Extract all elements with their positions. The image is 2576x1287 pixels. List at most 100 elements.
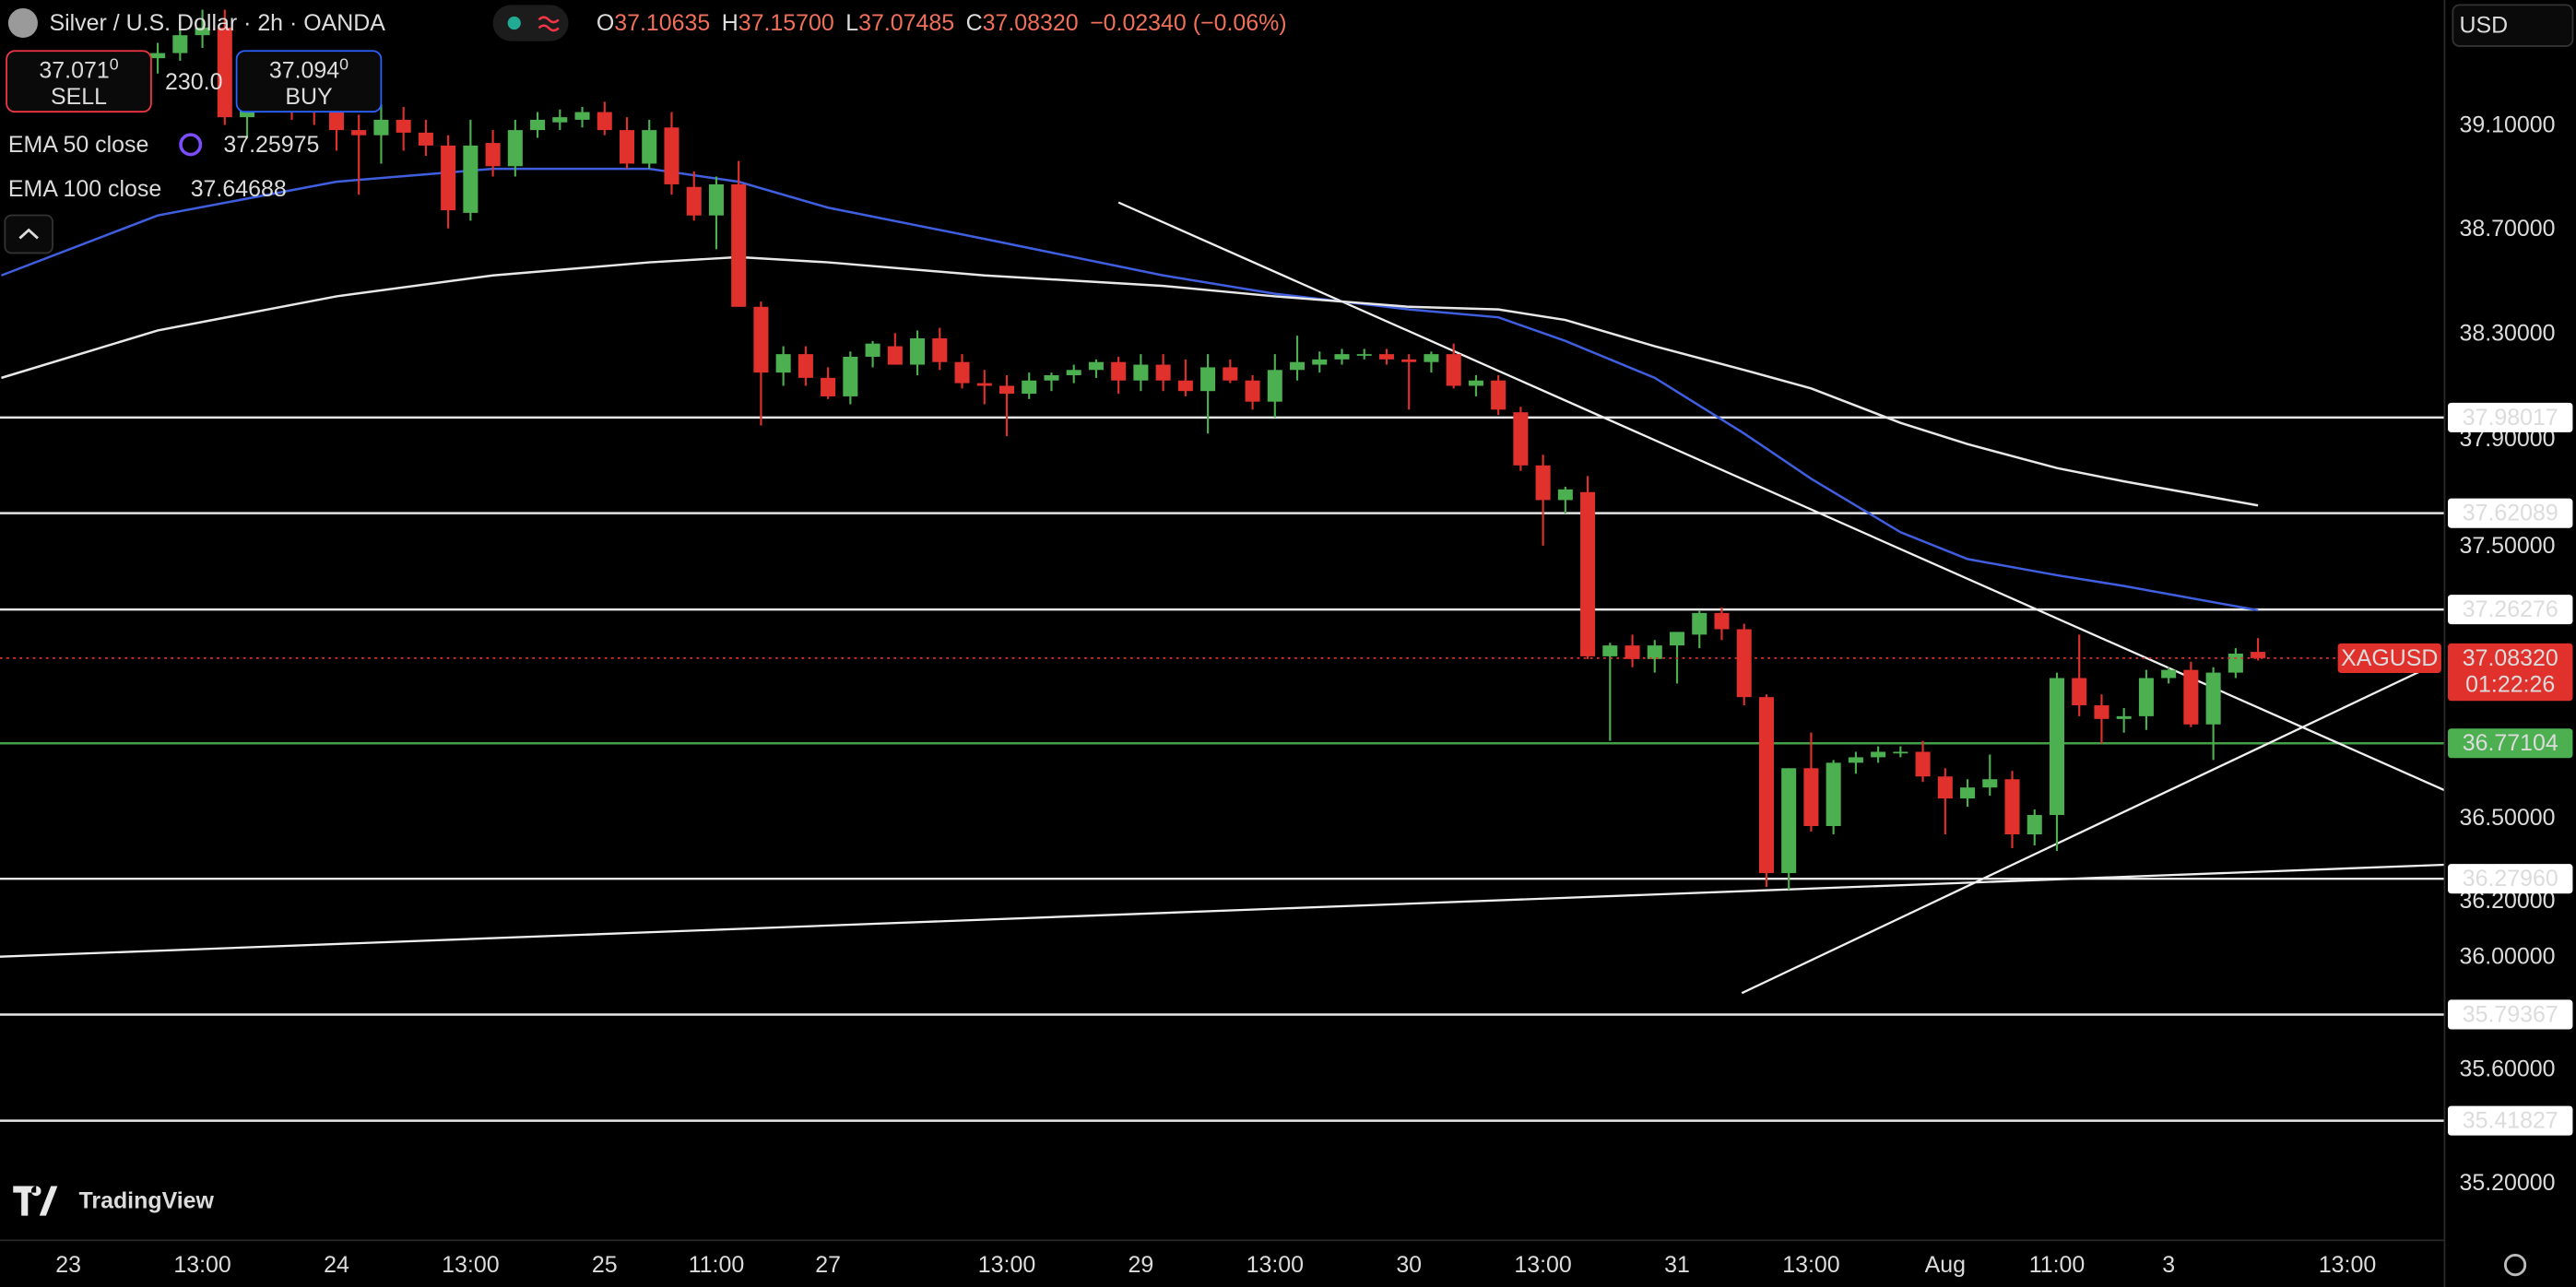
candle-body xyxy=(1982,779,1998,788)
candle-body xyxy=(1826,762,1841,827)
symbol-label: XAGUSD xyxy=(2341,645,2438,671)
candle-body xyxy=(1378,354,1394,360)
level-label: 37.98017 xyxy=(2463,405,2558,431)
candle-body xyxy=(2183,669,2199,725)
candle-body xyxy=(932,337,948,362)
price-badge xyxy=(2448,643,2573,702)
trend-line xyxy=(1741,668,2424,995)
candle-body xyxy=(1088,361,1104,371)
sell-label: SELL xyxy=(51,84,107,110)
candle-body xyxy=(619,130,635,164)
candle-body xyxy=(2049,678,2065,816)
settings-icon[interactable] xyxy=(2503,1253,2527,1277)
ohlc-value: 37.08320 xyxy=(983,10,1079,36)
candle-body xyxy=(1580,491,1596,656)
y-tick-label: 37.50000 xyxy=(2459,533,2555,559)
sell-price-sup: 0 xyxy=(110,55,119,74)
candle-body xyxy=(2094,705,2109,719)
level-label: 35.41827 xyxy=(2463,1108,2558,1134)
buy-label: BUY xyxy=(285,84,333,110)
x-tick-label: 23 xyxy=(55,1252,81,1278)
ohlc-value: 37.07485 xyxy=(858,10,954,36)
candle-body xyxy=(1893,751,1908,754)
loading-icon xyxy=(179,133,203,157)
y-tick-label: 35.60000 xyxy=(2459,1057,2555,1082)
candle-body xyxy=(731,183,747,307)
candle-body xyxy=(865,343,880,357)
level-badge xyxy=(2448,402,2573,432)
x-tick-label: 29 xyxy=(1128,1252,1154,1278)
candle-body xyxy=(708,183,724,216)
candle-body xyxy=(998,385,1015,395)
x-tick-label: 13:00 xyxy=(1514,1252,1571,1278)
level-label: 37.62089 xyxy=(2463,501,2558,526)
candle-body xyxy=(217,27,232,118)
ohlc-key: O xyxy=(597,10,614,36)
candle-body xyxy=(195,27,210,36)
indicator-name: EMA 50 close xyxy=(8,132,148,158)
candle-body xyxy=(1669,632,1685,646)
candle-body xyxy=(530,119,546,131)
candle-body xyxy=(328,112,344,131)
x-tick-label: 11:00 xyxy=(689,1252,745,1278)
trend-line xyxy=(0,863,2445,958)
x-tick-label: 30 xyxy=(1396,1252,1422,1278)
level-badge xyxy=(2448,728,2573,759)
data-status xyxy=(538,16,560,32)
y-tick-label: 38.70000 xyxy=(2459,216,2555,242)
candle-body xyxy=(597,112,612,131)
candle-body xyxy=(686,186,702,216)
candle-body xyxy=(1736,629,1752,698)
candle-body xyxy=(1781,768,1797,874)
candle-body xyxy=(2161,669,2177,679)
logo: TradingView xyxy=(13,1186,215,1216)
market-status xyxy=(507,16,521,30)
countdown: 01:22:26 xyxy=(2465,671,2555,697)
candle-body xyxy=(2072,678,2087,706)
currency-select[interactable] xyxy=(2452,4,2574,47)
candle-body xyxy=(1177,380,1193,392)
candle-body xyxy=(1223,367,1238,381)
levels xyxy=(0,416,2445,1122)
candle-body xyxy=(1758,697,1774,874)
indicator-value: 37.64688 xyxy=(191,176,287,202)
logo-text: TradingView xyxy=(79,1188,215,1214)
candle-body xyxy=(887,346,903,365)
candle-body xyxy=(552,117,568,123)
ohlc-key: C xyxy=(966,10,983,36)
currency: USD xyxy=(2459,13,2508,39)
y-tick-label: 35.20000 xyxy=(2459,1170,2555,1196)
symbol-badge xyxy=(2337,643,2441,673)
status-pill[interactable] xyxy=(492,5,569,41)
symbol-title: Silver / U.S. Dollar · 2h · OANDA xyxy=(49,10,385,36)
level-badge xyxy=(2448,498,2573,528)
candle-body xyxy=(1647,645,1662,659)
level-badge xyxy=(2448,595,2573,625)
x-tick-label: 24 xyxy=(324,1252,349,1278)
y-tick-label: 36.00000 xyxy=(2459,944,2555,970)
ohlc-value: 37.10635 xyxy=(614,10,710,36)
buy-price: 37.0940 xyxy=(269,55,349,84)
level-label: 35.79367 xyxy=(2463,1001,2558,1027)
candle-body xyxy=(1334,354,1350,360)
level-label: 37.26276 xyxy=(2463,596,2558,622)
price-change: −0.02340 (−0.06%) xyxy=(1090,10,1287,36)
y-tick-label: 38.30000 xyxy=(2459,320,2555,346)
candle-body xyxy=(1022,380,1037,395)
x-tick-label: 13:00 xyxy=(2319,1252,2376,1278)
axis-badges: 37.98017 37.62089 37.26276 36.77104 36.27960… xyxy=(2337,402,2573,1136)
buy-button[interactable] xyxy=(235,50,383,113)
candle-body xyxy=(2227,653,2243,673)
sell-price: 37.0710 xyxy=(39,55,118,84)
candle-body xyxy=(1714,612,1730,630)
x-tick-label: 3 xyxy=(2162,1252,2175,1278)
x-tick-label: 13:00 xyxy=(442,1252,499,1278)
x-tick-label: Aug xyxy=(1925,1252,1966,1278)
collapse-button[interactable] xyxy=(4,214,53,254)
candle-body xyxy=(1200,367,1216,392)
sell-button[interactable] xyxy=(6,50,152,113)
candle-body xyxy=(910,337,926,365)
candle-body xyxy=(821,377,836,396)
candle-body xyxy=(1424,354,1439,362)
